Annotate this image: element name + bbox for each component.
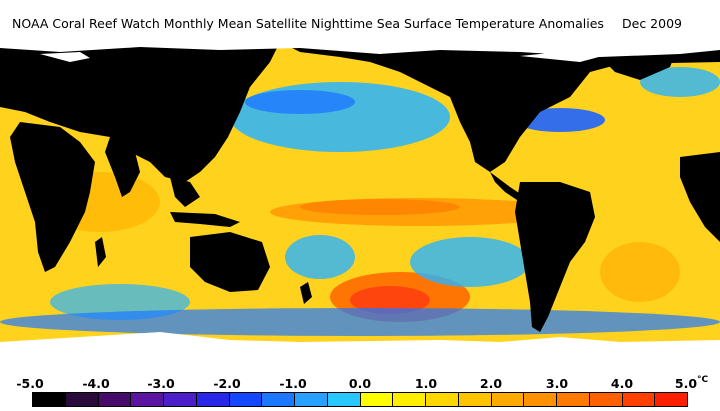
south-america bbox=[515, 182, 595, 332]
legend-color-cell bbox=[327, 393, 361, 406]
legend-color-cell bbox=[622, 393, 656, 406]
legend-tick-label: -3.0 bbox=[147, 376, 175, 391]
indonesia bbox=[170, 212, 240, 227]
north-america bbox=[280, 42, 720, 172]
anomaly-north-pacific-cold bbox=[245, 90, 355, 114]
australia bbox=[190, 232, 270, 292]
land-layer bbox=[0, 42, 720, 332]
legend-unit: °C bbox=[697, 375, 709, 385]
legend-color-cell bbox=[33, 393, 66, 406]
legend-color-cell bbox=[295, 393, 328, 406]
legend-tick-label: 2.0 bbox=[479, 376, 503, 391]
legend-color-cell bbox=[164, 393, 197, 406]
anomaly-north-pacific-cool bbox=[230, 82, 450, 152]
map-title: NOAA Coral Reef Watch Monthly Mean Satel… bbox=[12, 16, 604, 31]
central-america bbox=[490, 172, 525, 202]
legend-tick-label: -1.0 bbox=[279, 376, 307, 391]
map-date: Dec 2009 bbox=[622, 16, 682, 31]
legend-tick-label: 0.0 bbox=[348, 376, 372, 391]
japan bbox=[222, 92, 238, 132]
legend-tick-label: 1.0 bbox=[414, 376, 438, 391]
legend-color-cell bbox=[458, 393, 492, 406]
legend: -5.0 -4.0 -3.0 -2.0 -1.0 0.0 1.0 2.0 3.0… bbox=[0, 372, 720, 411]
arctic-ice bbox=[0, 42, 720, 57]
southeast-asia bbox=[170, 177, 200, 207]
legend-tick-label: 5.0 bbox=[674, 376, 698, 391]
africa-west bbox=[680, 152, 720, 242]
eurasia bbox=[0, 42, 280, 182]
arctic-ice-3 bbox=[520, 52, 610, 62]
map-title-bar: NOAA Coral Reef Watch Monthly Mean Satel… bbox=[0, 0, 720, 42]
legend-color-cell bbox=[98, 393, 132, 406]
legend-color-cell bbox=[426, 393, 459, 406]
anomaly-south-atlantic-warm bbox=[600, 242, 680, 302]
legend-color-cell bbox=[393, 393, 426, 406]
anomaly-south-pacific-very-hot bbox=[350, 286, 430, 314]
madagascar bbox=[95, 237, 106, 267]
legend-tick-label: -4.0 bbox=[82, 376, 110, 391]
india bbox=[105, 137, 140, 197]
legend-color-bar bbox=[32, 392, 688, 407]
anomaly-tasman-cool bbox=[285, 235, 355, 279]
anomaly-southern-ocean-cold bbox=[0, 308, 720, 336]
legend-color-cell bbox=[196, 393, 230, 406]
legend-color-cell bbox=[229, 393, 263, 406]
legend-color-cell bbox=[65, 393, 99, 406]
legend-tick-label: -2.0 bbox=[213, 376, 241, 391]
new-zealand bbox=[300, 282, 312, 304]
ice-layer bbox=[0, 42, 720, 372]
arctic-ice-2 bbox=[40, 52, 90, 62]
anomaly-arctic-cool bbox=[640, 67, 720, 97]
legend-tick-label: 3.0 bbox=[545, 376, 569, 391]
map-svg bbox=[0, 42, 720, 372]
anomaly-equatorial-pacific-hot bbox=[300, 199, 460, 215]
antarctic-ice-2 bbox=[300, 340, 440, 360]
legend-color-cell bbox=[524, 393, 557, 406]
legend-color-cell bbox=[491, 393, 525, 406]
legend-color-cell bbox=[360, 393, 394, 406]
legend-color-cell bbox=[131, 393, 164, 406]
legend-tick-label: 4.0 bbox=[610, 376, 634, 391]
sst-anomaly-map bbox=[0, 42, 720, 372]
legend-color-cell bbox=[655, 393, 687, 406]
anomaly-south-pacific-cool bbox=[410, 237, 530, 287]
legend-color-cell bbox=[262, 393, 295, 406]
africa bbox=[10, 122, 95, 272]
legend-color-cell bbox=[557, 393, 590, 406]
legend-tick-label: -5.0 bbox=[16, 376, 44, 391]
legend-color-cell bbox=[589, 393, 623, 406]
ocean-layer bbox=[0, 42, 720, 372]
